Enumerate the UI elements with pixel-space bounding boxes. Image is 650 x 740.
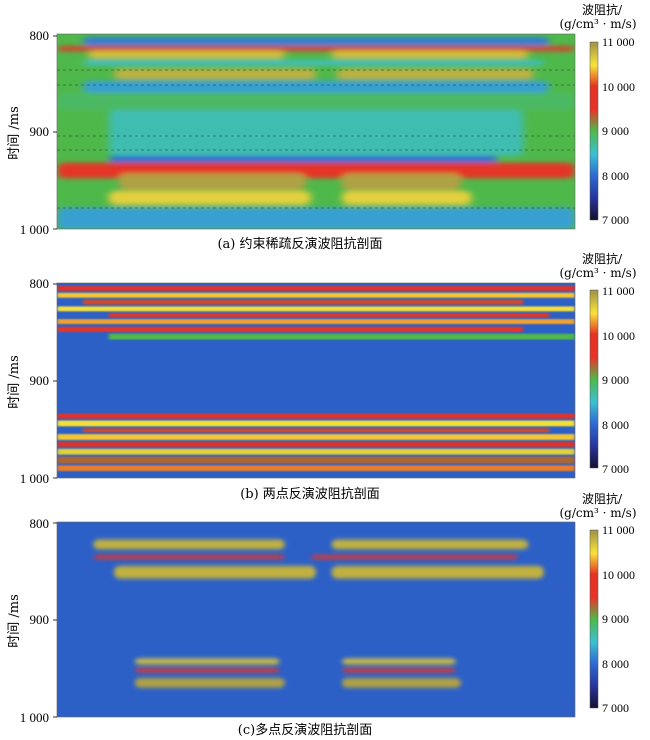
impedance-region	[57, 413, 575, 419]
impedance-region	[310, 555, 518, 559]
svg-text:11 000: 11 000	[602, 35, 635, 49]
panel-c-frame	[56, 521, 576, 718]
impedance-region	[341, 191, 472, 205]
svg-text:7 000: 7 000	[602, 213, 629, 227]
impedance-region	[331, 50, 529, 59]
panel-a-colorbar-title-2: (g/cm³ · m/s)	[559, 17, 636, 31]
impedance-region	[108, 110, 524, 156]
panel-b-colorbar-ticks: 11 000 10 000 9 000 8 000 7 000	[602, 284, 635, 476]
impedance-region	[57, 306, 575, 312]
impedance-region	[82, 80, 550, 93]
panel-b-background	[57, 283, 575, 478]
panel-a-ytick-1000: 1 000	[20, 222, 49, 237]
impedance-region	[57, 207, 575, 229]
impedance-region	[57, 448, 575, 455]
panel-c: 800 900 1 000 时间 /ms (c)多点反演波阻抗剖面 波阻抗/ (…	[7, 491, 637, 738]
svg-text:11 000: 11 000	[602, 284, 635, 298]
svg-text:9 000: 9 000	[602, 612, 629, 626]
impedance-region	[341, 678, 461, 688]
svg-text:7 000: 7 000	[602, 462, 629, 476]
impedance-region	[336, 69, 534, 79]
panel-a-caption: (a) 约束稀疏反演波阻抗剖面	[217, 236, 382, 252]
impedance-region	[134, 658, 280, 665]
impedance-region	[82, 36, 550, 46]
svg-text:8 000: 8 000	[602, 169, 629, 183]
panel-a-ytick-900: 900	[30, 124, 50, 139]
svg-text:10 000: 10 000	[602, 329, 635, 343]
impedance-region	[108, 155, 498, 163]
impedance-region	[134, 668, 280, 673]
svg-text:10 000: 10 000	[602, 568, 635, 582]
svg-text:9 000: 9 000	[602, 373, 629, 387]
svg-text:10 000: 10 000	[602, 80, 635, 94]
impedance-region	[57, 285, 575, 291]
panel-b-ylabel: 时间 /ms	[7, 355, 22, 409]
panel-c-background	[57, 522, 575, 717]
impedance-region	[341, 658, 456, 665]
impedance-region	[88, 50, 285, 59]
panel-c-ytick-800: 800	[30, 516, 50, 531]
impedance-region	[108, 313, 550, 318]
impedance-region	[57, 441, 575, 447]
impedance-region	[57, 434, 575, 440]
panel-c-ytick-1000: 1 000	[20, 710, 49, 725]
impedance-region	[108, 333, 575, 340]
impedance-region	[57, 420, 575, 427]
impedance-region	[331, 565, 544, 579]
panel-a-colorbar-ticks: 11 000 10 000 9 000 8 000 7 000	[602, 35, 635, 227]
svg-text:9 000: 9 000	[602, 124, 629, 138]
panel-b-frame	[56, 282, 576, 479]
panel-b-ytick-900: 900	[30, 373, 50, 388]
panel-c-caption: (c)多点反演波阻抗剖面	[238, 722, 372, 738]
panel-b-colorbar	[589, 289, 599, 469]
panel-c-colorbar-ticks: 11 000 10 000 9 000 8 000 7 000	[602, 523, 635, 715]
panel-b-colorbar-title-2: (g/cm³ · m/s)	[559, 266, 636, 280]
impedance-region	[134, 678, 285, 688]
panel-a-colorbar	[589, 41, 599, 221]
impedance-region	[331, 539, 529, 550]
svg-text:8 000: 8 000	[602, 418, 629, 432]
impedance-region	[341, 668, 456, 673]
impedance-region	[108, 191, 311, 205]
impedance-region	[93, 539, 285, 550]
impedance-region	[57, 92, 575, 111]
impedance-region	[57, 45, 575, 52]
impedance-region	[82, 299, 524, 305]
panel-c-colorbar-title-2: (g/cm³ · m/s)	[559, 506, 636, 520]
impedance-region	[93, 555, 285, 559]
impedance-region	[57, 456, 575, 464]
impedance-region	[57, 292, 575, 298]
impedance-region	[341, 173, 461, 190]
panel-b-colorbar-title-1: 波阻抗/	[582, 251, 623, 266]
panel-b: 800 900 1 000 时间 /ms (b) 两点反演波阻抗剖面 波阻抗/ …	[7, 251, 637, 502]
panel-b-ytick-800: 800	[30, 276, 50, 291]
panel-a-colorbar-title-1: 波阻抗/	[582, 2, 623, 17]
panel-a-ytick-800: 800	[30, 28, 50, 43]
panel-c-colorbar-title-1: 波阻抗/	[582, 491, 623, 506]
impedance-region	[119, 173, 306, 190]
svg-text:7 000: 7 000	[602, 701, 629, 715]
panel-a-ylabel: 时间 /ms	[7, 106, 22, 160]
impedance-region	[82, 60, 544, 66]
panel-c-ytick-900: 900	[30, 612, 50, 627]
impedance-region	[114, 69, 316, 79]
svg-text:11 000: 11 000	[602, 523, 635, 537]
panel-c-ylabel: 时间 /ms	[7, 594, 22, 648]
impedance-region	[57, 465, 575, 472]
panel-c-colorbar	[589, 529, 599, 709]
impedance-region	[114, 565, 316, 579]
panel-a-frame	[56, 33, 576, 230]
panel-b-caption: (b) 两点反演波阻抗剖面	[240, 486, 380, 502]
impedance-region	[57, 326, 524, 332]
impedance-region	[57, 319, 575, 324]
svg-text:8 000: 8 000	[602, 657, 629, 671]
panel-b-ytick-1000: 1 000	[20, 471, 49, 486]
impedance-region	[82, 428, 550, 433]
panel-a: 800 900 1 000 时间 /ms (a) 约束稀疏反演波阻抗剖面 波阻抗…	[7, 2, 637, 252]
